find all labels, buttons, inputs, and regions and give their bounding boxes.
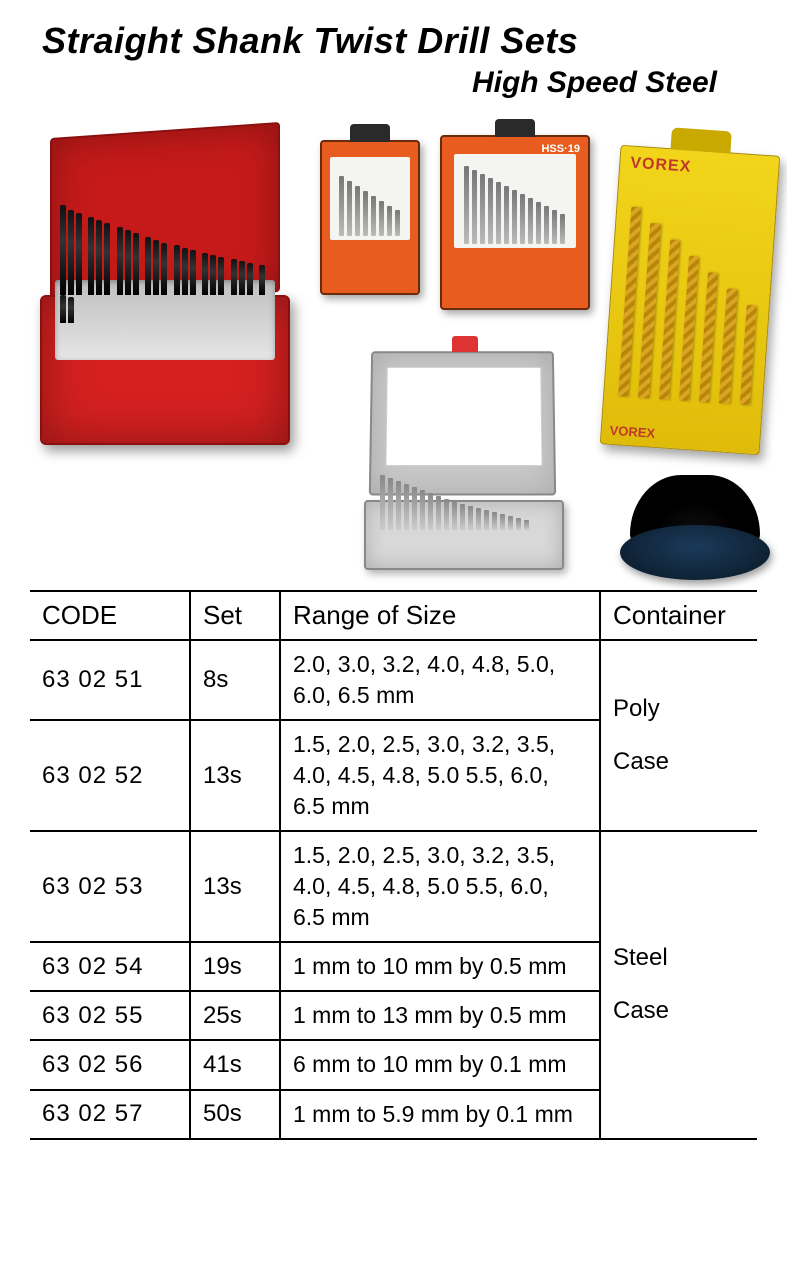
table-row: 63 02 51 8s 2.0, 3.0, 3.2, 4.0, 4.8, 5.0… — [30, 640, 757, 720]
cell-code: 63 02 53 — [30, 831, 190, 942]
cell-set: 13s — [190, 831, 280, 942]
cell-range: 1 mm to 5.9 mm by 0.1 mm — [280, 1090, 600, 1139]
brand-label-footer: VOREX — [609, 423, 655, 441]
cell-set: 25s — [190, 991, 280, 1040]
drill-bits-icon — [60, 205, 270, 305]
col-container: Container — [600, 591, 757, 640]
col-range: Range of Size — [280, 591, 600, 640]
cell-range: 1.5, 2.0, 2.5, 3.0, 3.2, 3.5, 4.0, 4.5, … — [280, 831, 600, 942]
cell-code: 63 02 56 — [30, 1040, 190, 1089]
product-red-steel-case — [40, 130, 300, 450]
cell-range: 1.5, 2.0, 2.5, 3.0, 3.2, 3.5, 4.0, 4.5, … — [280, 720, 600, 831]
cell-set: 8s — [190, 640, 280, 720]
cell-set: 19s — [190, 942, 280, 991]
product-image-area: HSS·19 VOREX VOREX — [30, 120, 757, 580]
page-title: Straight Shank Twist Drill Sets — [42, 20, 757, 62]
cell-range: 6 mm to 10 mm by 0.1 mm — [280, 1040, 600, 1089]
col-set: Set — [190, 591, 280, 640]
table-row: 63 02 53 13s 1.5, 2.0, 2.5, 3.0, 3.2, 3.… — [30, 831, 757, 942]
cell-code: 63 02 57 — [30, 1090, 190, 1139]
col-code: CODE — [30, 591, 190, 640]
cell-code: 63 02 55 — [30, 991, 190, 1040]
product-round-index — [620, 470, 770, 580]
page-subtitle: High Speed Steel — [30, 66, 717, 100]
cell-code: 63 02 51 — [30, 640, 190, 720]
spec-table: CODE Set Range of Size Container 63 02 5… — [30, 590, 757, 1140]
cell-container-steel: Steel Case — [600, 831, 757, 1138]
cell-code: 63 02 52 — [30, 720, 190, 831]
cell-range: 1 mm to 10 mm by 0.5 mm — [280, 942, 600, 991]
table-header-row: CODE Set Range of Size Container — [30, 591, 757, 640]
cell-set: 13s — [190, 720, 280, 831]
product-grey-steel-case — [360, 350, 570, 575]
cell-code: 63 02 54 — [30, 942, 190, 991]
cell-container-poly: Poly Case — [600, 640, 757, 831]
cell-range: 1 mm to 13 mm by 0.5 mm — [280, 991, 600, 1040]
cell-range: 2.0, 3.0, 3.2, 4.0, 4.8, 5.0, 6.0, 6.5 m… — [280, 640, 600, 720]
brand-label: VOREX — [630, 155, 692, 177]
product-orange-pack-large: HSS·19 — [440, 135, 590, 310]
product-orange-pack-small — [320, 140, 420, 295]
cell-set: 50s — [190, 1090, 280, 1139]
cell-set: 41s — [190, 1040, 280, 1089]
product-yellow-pack: VOREX VOREX — [600, 145, 781, 455]
catalog-page: Straight Shank Twist Drill Sets High Spe… — [0, 0, 787, 1170]
